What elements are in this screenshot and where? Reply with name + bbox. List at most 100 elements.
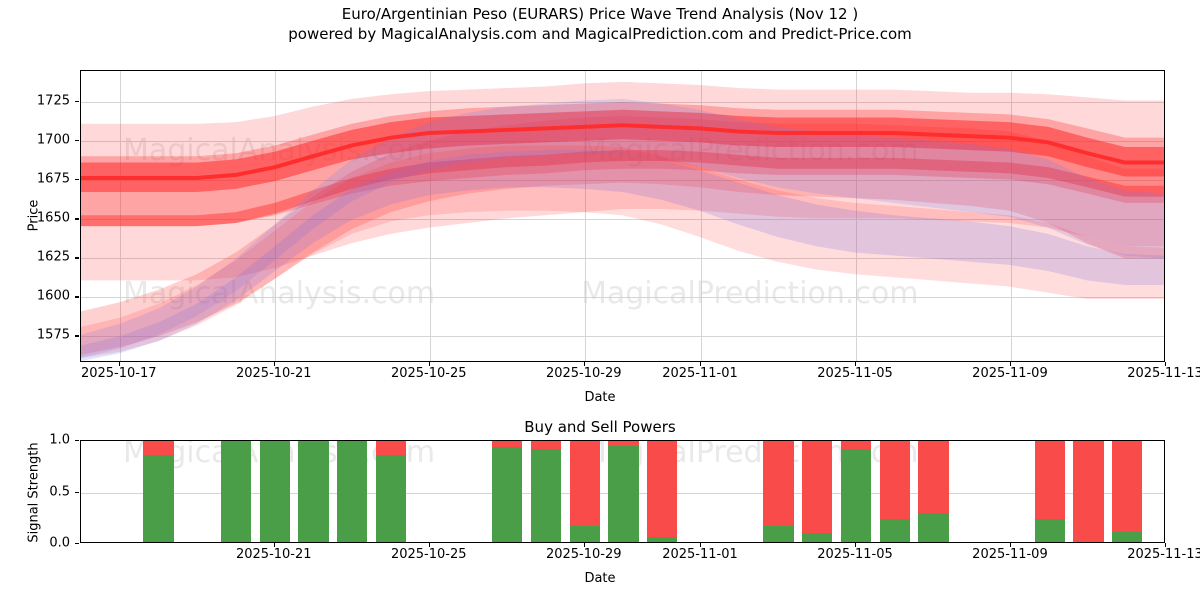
price-gridline-v [429,71,431,361]
buy-power-segment [763,525,794,542]
power-plot-area: MagicalAnalysis.com MagicalPrediction.co… [80,440,1165,543]
price-x-tickmark [118,362,120,366]
power-x-tickmark [699,543,702,547]
power-bar[interactable] [802,441,833,542]
sell-power-segment [608,441,639,447]
power-x-tick-label: 2025-11-05 [817,547,893,562]
price-x-tickmark [1165,362,1167,366]
price-x-tickmark [855,362,857,366]
power-x-tick-label: 2025-11-13 [1127,547,1200,562]
title-line-1: Euro/Argentinian Peso (EURARS) Price Wav… [341,5,859,23]
price-x-tick-label: 2025-10-29 [545,366,622,381]
price-gridline-v [1010,71,1012,361]
power-x-tickmark [1009,543,1012,547]
power-bar[interactable] [530,441,562,542]
price-y-tick-label: 1700 [36,132,70,148]
price-gridline-v [856,71,857,361]
price-x-tickmark [1009,362,1012,366]
sell-power-segment [1034,441,1065,520]
price-x-axis-label: Date [584,390,616,405]
power-x-tickmark [428,543,430,547]
price-x-tick-label: 2025-11-05 [817,366,893,381]
power-x-tickmark [583,543,585,547]
buy-power-segment [143,455,174,542]
power-y-axis: 0.0 0.5 1.0 [0,433,78,551]
power-bar[interactable] [259,441,290,542]
price-x-tickmark [699,362,702,366]
power-bar[interactable] [375,441,407,542]
sell-power-segment [298,441,329,443]
buy-power-segment [569,525,600,542]
sell-power-segment [802,441,833,533]
sell-power-segment [918,441,949,514]
power-x-tickmark [1165,543,1167,547]
power-bar[interactable] [220,441,252,542]
price-band-blue-band-lower [81,150,1164,361]
price-y-tickmark [75,296,79,298]
price-gridline-h [81,297,1164,299]
power-y-tickmark [75,543,79,545]
power-x-tick-label: 2025-10-21 [235,547,312,562]
power-bars-container [81,441,1164,542]
buy-power-segment [647,536,678,542]
price-x-tick-label: 2025-11-01 [662,366,738,381]
power-bar[interactable] [1112,441,1143,542]
price-band-blue-band-upper [81,98,1164,358]
power-bar[interactable] [918,441,949,542]
title-line-2: powered by MagicalAnalysis.com and Magic… [288,25,912,43]
sell-power-segment [337,441,368,442]
power-bar[interactable] [879,441,910,542]
price-gridline-h [81,258,1164,260]
price-y-tick-label: 1575 [36,327,70,343]
page-title: Euro/Argentinian Peso (EURARS) Price Wav… [0,4,1200,44]
power-y-tick-label: 0.5 [49,484,70,499]
power-bar[interactable] [337,441,368,542]
sell-power-segment [143,441,174,456]
buy-power-segment [879,519,910,542]
power-x-tick-label: 2025-10-25 [390,547,467,562]
power-y-tickmark [75,440,79,442]
price-plot-area: MagicalAnalysis.com MagicalPrediction.co… [80,70,1165,362]
price-y-tickmark [75,218,79,220]
sell-power-segment [375,441,407,456]
price-y-tickmark [75,257,79,259]
power-bar[interactable] [647,441,678,542]
buy-power-segment [608,446,639,542]
sell-power-segment [879,441,910,520]
power-bar[interactable] [1034,441,1065,542]
power-bar[interactable] [492,441,523,542]
buy-sell-power-chart: MagicalAnalysis.com MagicalPrediction.co… [80,440,1165,543]
price-y-tick-label: 1625 [36,249,70,265]
price-x-tick-label: 2025-10-21 [235,366,312,381]
buy-power-segment [802,532,833,542]
price-band-red-band-core [81,109,1164,192]
price-y-tick-label: 1725 [36,93,70,109]
power-y-axis-label: Signal Strength [26,442,42,543]
power-x-tick-label: 2025-10-29 [545,547,622,562]
price-y-tickmark [75,335,79,337]
price-gridline-h [81,102,1164,104]
power-bar[interactable] [608,441,639,542]
buy-power-segment [298,442,329,542]
buy-power-segment [1034,519,1065,542]
power-bar[interactable] [143,441,174,542]
buy-power-segment [259,441,290,542]
power-bar[interactable] [298,441,329,542]
price-gridline-v [274,71,276,361]
power-bar[interactable] [1073,441,1104,542]
sell-power-segment [492,441,523,448]
power-bar[interactable] [840,441,872,542]
power-bar[interactable] [763,441,794,542]
power-bar[interactable] [569,441,600,542]
price-y-tickmark [75,140,79,142]
price-band-red-band-lower-tail [81,145,1164,358]
price-y-axis: 1575 1600 1625 1650 1675 1700 1725 [0,70,78,362]
power-y-tick-label: 0.0 [49,535,70,551]
sell-power-segment [763,441,794,526]
price-band-red-band-inner [81,150,1164,227]
sell-power-segment [647,441,678,537]
price-x-tickmark [583,362,585,366]
price-gridline-h [81,180,1164,182]
price-y-axis-label: Price [26,199,42,232]
sell-power-segment [840,441,872,450]
